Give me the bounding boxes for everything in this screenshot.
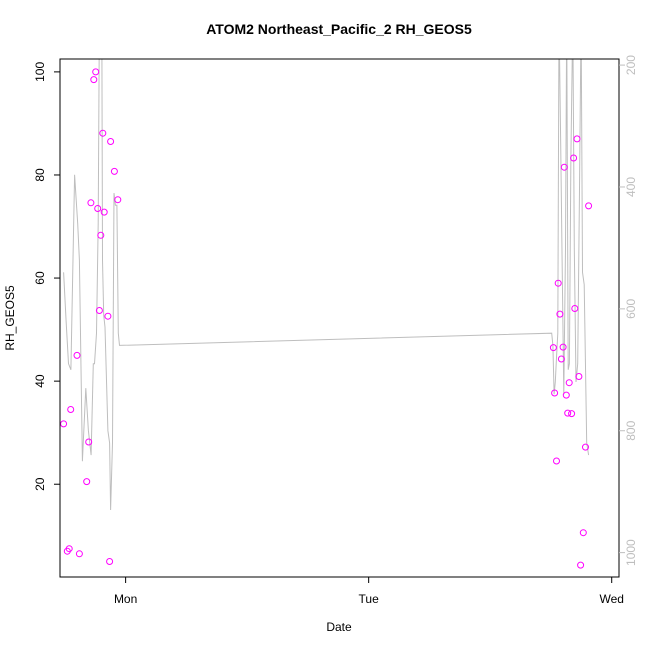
rh-data-point (551, 389, 559, 397)
y-axis-right: 200 400 600 800 1000 (619, 55, 638, 566)
y2-tick-label: 1000 (624, 539, 638, 566)
rh-data-point (560, 163, 568, 171)
rh-data-point (90, 76, 98, 84)
y2-tick-label: 400 (624, 177, 638, 197)
rh-data-point (570, 154, 578, 162)
rh-data-point (565, 379, 573, 387)
rh-data-point (97, 231, 105, 239)
rh-data-point (568, 410, 576, 418)
rh-data-point (75, 550, 83, 558)
rh-data-point (562, 391, 570, 399)
rh-data-point (60, 420, 68, 428)
rh-data-point (106, 558, 114, 565)
rh-data-point (554, 279, 562, 287)
rh-data-point (575, 373, 583, 380)
rh-data-point (100, 208, 108, 216)
y-tick-label: 60 (33, 271, 47, 285)
y2-tick-label: 600 (624, 299, 638, 319)
y-axis-left: 20 40 60 80 100 (33, 62, 60, 491)
rh-data-point (92, 68, 100, 76)
y-tick-label: 40 (33, 374, 47, 388)
x-tick-label: Wed (599, 592, 623, 606)
rh-data-point (65, 545, 73, 553)
rh-data-point (107, 138, 115, 145)
rh-data-point (114, 196, 122, 204)
x-axis-label: Date (326, 620, 352, 634)
y2-tick-label: 800 (624, 420, 638, 440)
rh-data-point (553, 457, 560, 465)
rh-data-point (83, 478, 91, 486)
rh-data-point (571, 305, 579, 312)
rh-data-point (556, 310, 564, 318)
rh-data-point (573, 135, 581, 143)
y-axis-label: RH_GEOS5 (3, 285, 17, 351)
rh-data-point (564, 409, 572, 417)
y-tick-label: 100 (33, 62, 47, 82)
rh-data-point (579, 529, 587, 537)
y-tick-label: 80 (33, 168, 47, 182)
plot-frame (59, 58, 620, 578)
rh-data-point (67, 406, 75, 413)
rh-data-point (110, 167, 118, 175)
rh-data-point (104, 312, 112, 320)
y-tick-label: 20 (33, 477, 47, 491)
rh-data-point (549, 344, 557, 352)
pressure-line (63, 59, 590, 511)
rh-data-point (85, 438, 93, 446)
rh-data-point (94, 205, 102, 212)
rh-data-point (582, 443, 589, 451)
rh-data-point (585, 202, 593, 210)
pressure-line-layer (63, 59, 590, 511)
x-tick-label: Mon (114, 592, 137, 606)
rh-data-point (559, 343, 567, 351)
y2-tick-label: 200 (624, 55, 638, 75)
x-tick-label: Tue (359, 592, 380, 606)
x-axis: Mon Tue Wed (114, 577, 624, 606)
chart-title: ATOM2 Northeast_Pacific_2 RH_GEOS5 (206, 21, 472, 37)
rh-data-point (95, 307, 103, 314)
rh-points-layer (60, 68, 593, 569)
rh-data-point (99, 129, 107, 137)
rh-data-point (577, 561, 585, 569)
rh-data-point (557, 355, 565, 363)
rh-data-point (73, 351, 81, 359)
rh-data-point (87, 199, 95, 207)
